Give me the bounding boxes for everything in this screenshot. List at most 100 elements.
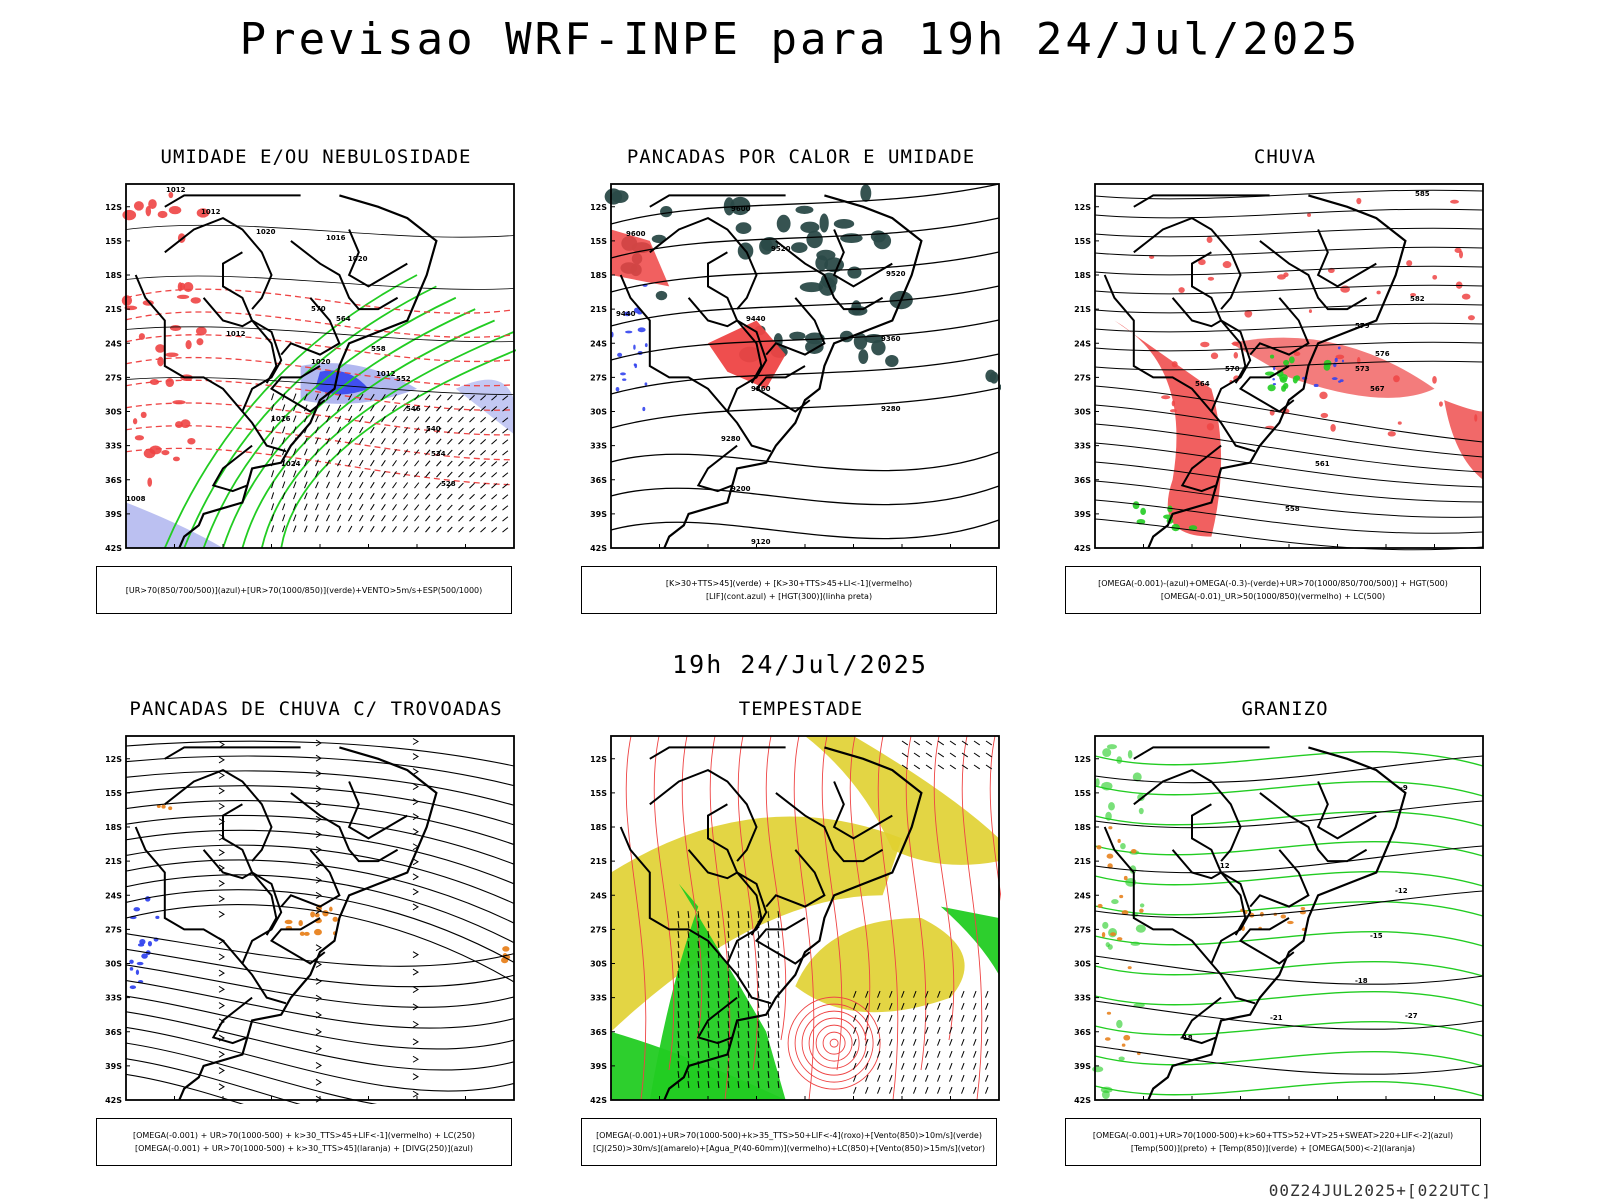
contour-label: 1012 [376,370,396,378]
height-contour [1094,461,1484,503]
omega-500-area [1096,845,1102,850]
contour-label: 9520 [886,270,906,278]
wind-vector [687,1040,690,1049]
lat-tick-label: 15S [590,789,607,798]
temp-850-contour [1094,1051,1484,1067]
wind-vector [469,438,475,445]
contour-label: 558 [1285,505,1300,513]
contour-label: 570 [311,305,326,313]
wind-vector [925,1014,929,1022]
country-border [1191,251,1256,453]
wind-vector [717,980,720,989]
pressure-contour [125,275,515,290]
wind-vector [687,950,690,959]
moisture-contour-red [176,294,190,300]
moisture-contour-red [157,210,168,219]
wind-vector [381,460,386,467]
legend-line: [UR>70(850/700/500)](azul)+[UR>70(1000/8… [125,585,483,595]
pressure-contour [125,224,515,238]
wind-vector [707,1060,710,1069]
omega-area [1267,384,1276,392]
wind-vector [447,526,453,533]
lat-tick-label: 27S [1074,373,1091,382]
wind-vector [326,426,330,434]
wind-vector [877,1074,881,1082]
wind-vector [925,1074,929,1082]
streamline-arrow [412,858,419,866]
country-border [1171,849,1247,936]
lon-tick-label: 50W [795,1103,815,1104]
contour-label: 1012 [166,186,186,194]
wind-vector [469,482,475,489]
wind-vector [727,1060,730,1069]
wind-vector [973,1050,977,1058]
country-border [832,229,893,288]
contour-label: 1012 [226,330,246,338]
rain-cell [1432,376,1437,384]
wind-vector [985,1038,989,1046]
wind-vector [767,970,770,979]
lon-tick-label: 60W [213,551,233,552]
wind-vector [687,1020,690,1029]
wind-vector [392,515,397,522]
temp-850-contour-blob [1118,1056,1125,1061]
wind-vector [315,525,319,533]
country-border [164,216,273,310]
temp-500-contour [1094,845,1484,874]
wind-vector [757,990,760,999]
lat-tick-label: 12S [1074,755,1091,764]
wind-vector [925,1050,929,1058]
lat-tick-label: 27S [105,373,122,382]
streamline-arrow [218,1050,225,1058]
streamline [125,964,515,1008]
wind-vector [502,483,509,489]
wind-vector [359,492,364,500]
legend-line: [Temp(500)](preto) + [Temp(850)](verde) … [1130,1144,1416,1153]
wind-vector [677,920,680,929]
country-border [754,365,811,413]
lon-tick-label: 30W [1473,551,1485,552]
lon-tick-label: 35W [941,1103,961,1104]
height-contour [1094,480,1484,518]
wind-vector [777,930,780,939]
moisture-contour-red [172,456,180,462]
lon-tick-label: 60W [213,1103,233,1104]
omega-area [1188,525,1198,531]
wind-vector [436,482,442,489]
wind-vector [677,1050,680,1059]
wind-vector [901,990,905,998]
wind-vector [961,752,969,758]
wind-vector [757,1060,760,1069]
wind-vector [757,960,760,969]
country-border [222,251,287,453]
country-border [134,274,244,413]
rain-cell [1283,272,1289,278]
height-contour [1094,189,1484,200]
wind-vector [337,415,342,423]
moisture-contour-red [148,199,157,209]
country-border [649,216,758,310]
wind-vector [293,481,297,489]
wind-vector [717,920,720,929]
wind-vector [359,470,364,478]
wind-vector [717,970,720,979]
lat-tick-label: 27S [105,925,122,934]
lat-tick-label: 18S [1074,271,1091,280]
thickness-contour [125,334,515,363]
lon-tick-label: 30W [1473,1103,1485,1104]
wind-vector [381,405,386,412]
wind-vector [337,514,342,522]
moisture-contour-red [190,297,201,304]
thickness-contour [125,425,515,461]
rain-cell [1231,341,1239,346]
lon-tick-label: 35W [456,551,476,552]
country-border [707,251,772,453]
wind-vector [737,950,740,959]
moisture-contour-red [196,208,210,218]
storm-area-orange [303,931,310,936]
streamline-arrow [412,753,419,760]
lon-tick-label: 55W [747,1103,767,1104]
wind-vector [949,740,957,746]
wind-vector [491,428,498,434]
wind-vector [458,449,464,456]
